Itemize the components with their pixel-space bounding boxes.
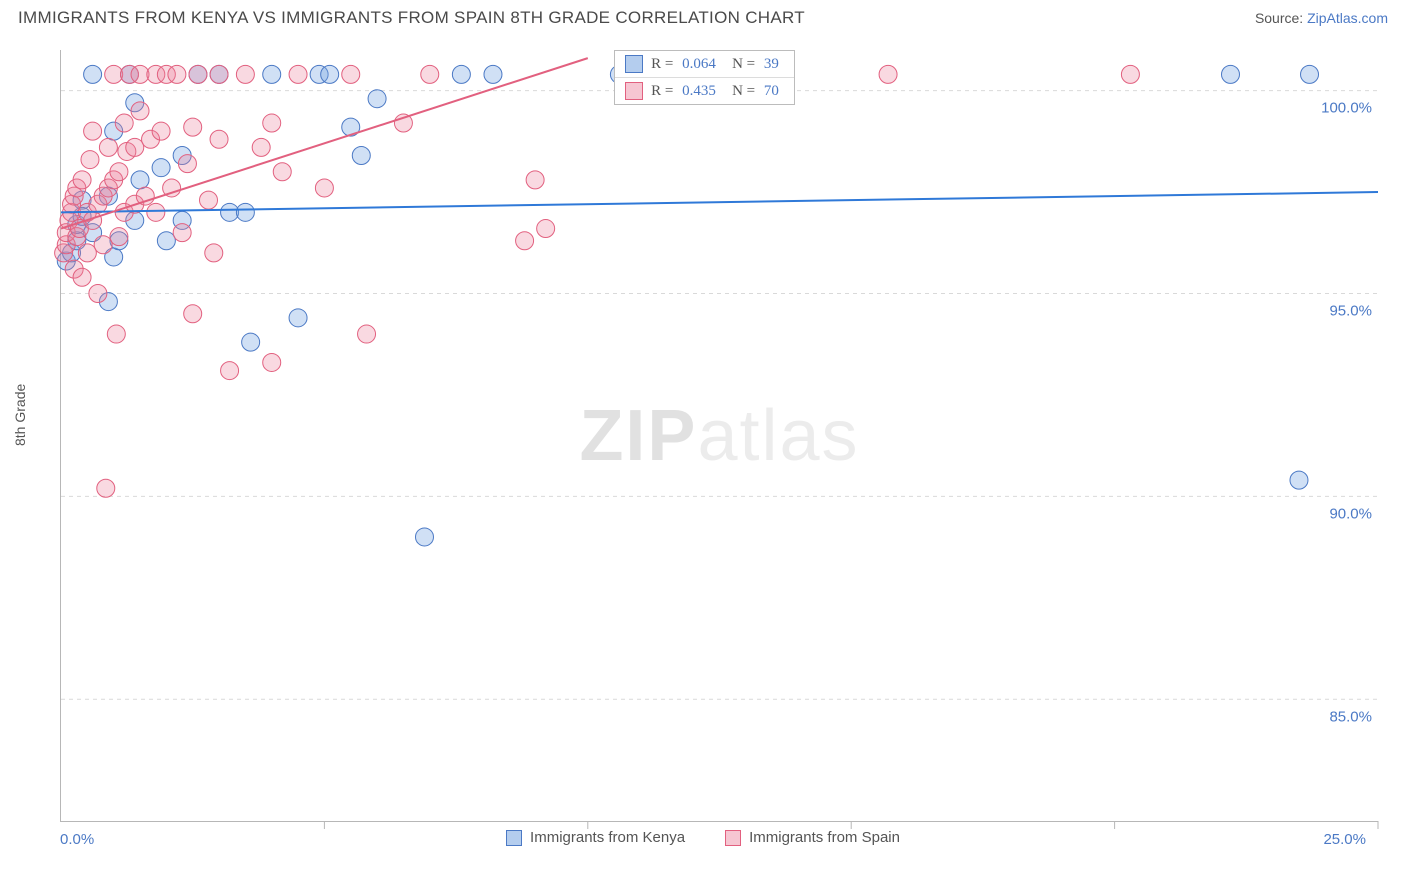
svg-text:90.0%: 90.0% <box>1329 505 1372 522</box>
stat-legend: R = 0.064 N = 39 R = 0.435 N = 70 <box>614 50 795 105</box>
legend-label: Immigrants from Spain <box>749 829 900 846</box>
stat-legend-row: R = 0.435 N = 70 <box>615 77 794 104</box>
source-link[interactable]: ZipAtlas.com <box>1307 10 1388 26</box>
legend-swatch <box>625 55 643 73</box>
legend-label: Immigrants from Kenya <box>530 829 685 846</box>
stat-legend-row: R = 0.064 N = 39 <box>615 51 794 77</box>
svg-text:95.0%: 95.0% <box>1329 302 1372 319</box>
y-axis-label: 8th Grade <box>12 384 28 446</box>
source-attribution: Source: ZipAtlas.com <box>1255 10 1388 26</box>
svg-text:100.0%: 100.0% <box>1321 100 1372 117</box>
legend-item: Immigrants from Kenya <box>506 829 685 846</box>
bottom-legend: Immigrants from Kenya Immigrants from Spa… <box>18 829 1388 846</box>
svg-text:85.0%: 85.0% <box>1329 708 1372 725</box>
legend-swatch <box>506 830 522 846</box>
plot-area: ZIPatlas 85.0%90.0%95.0%100.0% R = 0.064… <box>60 50 1378 822</box>
source-label: Source: <box>1255 10 1303 26</box>
chart-svg: 85.0% 90.0% 95.0% 100.0% <box>61 50 1378 821</box>
stat-text: R = 0.435 N = 70 <box>651 83 784 100</box>
stat-text: R = 0.064 N = 39 <box>651 56 784 73</box>
legend-swatch <box>625 82 643 100</box>
legend-item: Immigrants from Spain <box>725 829 900 846</box>
legend-swatch <box>725 830 741 846</box>
chart-title: IMMIGRANTS FROM KENYA VS IMMIGRANTS FROM… <box>18 8 805 28</box>
chart-container: 8th Grade ZIPatlas 85.0%90.0%95.0%100.0%… <box>18 40 1388 852</box>
